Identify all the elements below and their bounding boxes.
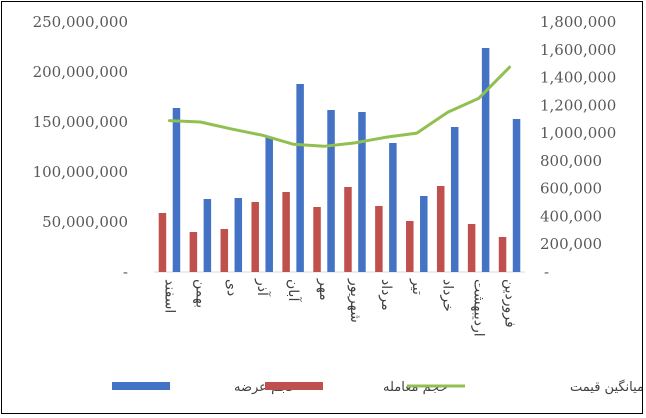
right-tick-label: 1,600,000 bbox=[540, 41, 616, 59]
right-tick-label: 1,200,000 bbox=[540, 96, 616, 114]
right-tick-label: 800,000 bbox=[540, 152, 602, 170]
category-label: تیر bbox=[409, 278, 425, 295]
right-tick-label: 200,000 bbox=[540, 235, 602, 253]
right-tick-label: 400,000 bbox=[540, 207, 602, 225]
bar-trade-volume bbox=[251, 202, 259, 272]
left-tick-label: 250,000,000 bbox=[33, 13, 128, 31]
combo-chart: - 50,000,000 100,000,000 150,000,000 200,000… bbox=[33, 13, 642, 395]
line-series-group bbox=[167, 65, 512, 148]
bar-trade-volume bbox=[158, 213, 167, 272]
legend-swatch bbox=[112, 382, 170, 390]
category-label: اسفند bbox=[161, 279, 177, 313]
legend-label: میانگین قیمت bbox=[570, 379, 642, 395]
bar-supply-volume bbox=[172, 108, 181, 272]
bar-trade-volume bbox=[467, 224, 476, 272]
category-label: آبان bbox=[285, 279, 302, 302]
category-label: آذر bbox=[254, 278, 271, 297]
bars-group bbox=[158, 48, 521, 272]
right-tick-label: 1,800,000 bbox=[540, 13, 616, 31]
left-tick-label: 200,000,000 bbox=[33, 63, 128, 81]
bar-supply-volume bbox=[389, 143, 397, 272]
left-tick-label: 50,000,000 bbox=[42, 213, 128, 231]
category-label: بهمن bbox=[192, 279, 208, 308]
category-label: خرداد bbox=[440, 279, 456, 312]
right-tick-label: - bbox=[544, 263, 549, 281]
category-label: مرداد bbox=[378, 279, 394, 311]
right-tick-label: 1,400,000 bbox=[540, 69, 616, 87]
category-label: فروردین bbox=[502, 279, 518, 328]
bar-supply-volume bbox=[296, 84, 304, 272]
bar-supply-volume bbox=[265, 137, 273, 272]
right-tick-label: 1,000,000 bbox=[540, 124, 616, 142]
bar-trade-volume bbox=[189, 232, 198, 272]
bar-supply-volume bbox=[512, 119, 521, 272]
left-tick-label: 100,000,000 bbox=[33, 163, 128, 181]
bar-trade-volume bbox=[375, 206, 383, 272]
bar-supply-volume bbox=[358, 112, 366, 272]
bar-supply-volume bbox=[450, 127, 459, 272]
bar-supply-volume bbox=[327, 110, 335, 272]
line-average-price bbox=[167, 65, 512, 148]
left-tick-label: - bbox=[123, 263, 128, 281]
bar-supply-volume bbox=[481, 48, 490, 272]
bar-trade-volume bbox=[344, 187, 352, 272]
right-tick-label: 600,000 bbox=[540, 180, 602, 198]
right-axis-ticks: - 200,000 400,000 600,000 800,000 1,000,000 1,… bbox=[540, 13, 616, 281]
bar-trade-volume bbox=[313, 207, 321, 272]
left-tick-label: 150,000,000 bbox=[33, 113, 128, 131]
bar-supply-volume bbox=[234, 198, 243, 272]
category-labels: اسفند بهمن دی آذر آبان مهر شهریور مرداد تیر خرداد… bbox=[161, 278, 517, 337]
bar-trade-volume bbox=[436, 186, 445, 272]
category-label: اردیبهشت bbox=[471, 279, 487, 337]
category-label: شهریور bbox=[347, 278, 363, 323]
bar-trade-volume bbox=[406, 221, 414, 272]
bar-trade-volume bbox=[220, 229, 229, 272]
bar-trade-volume bbox=[498, 237, 507, 272]
category-label: دی bbox=[223, 279, 239, 296]
bar-supply-volume bbox=[203, 199, 212, 272]
bar-supply-volume bbox=[420, 196, 428, 272]
bar-trade-volume bbox=[282, 192, 290, 272]
category-label: مهر bbox=[316, 278, 332, 301]
legend-swatch bbox=[265, 382, 323, 390]
left-axis-ticks: - 50,000,000 100,000,000 150,000,000 200,000… bbox=[33, 13, 128, 281]
